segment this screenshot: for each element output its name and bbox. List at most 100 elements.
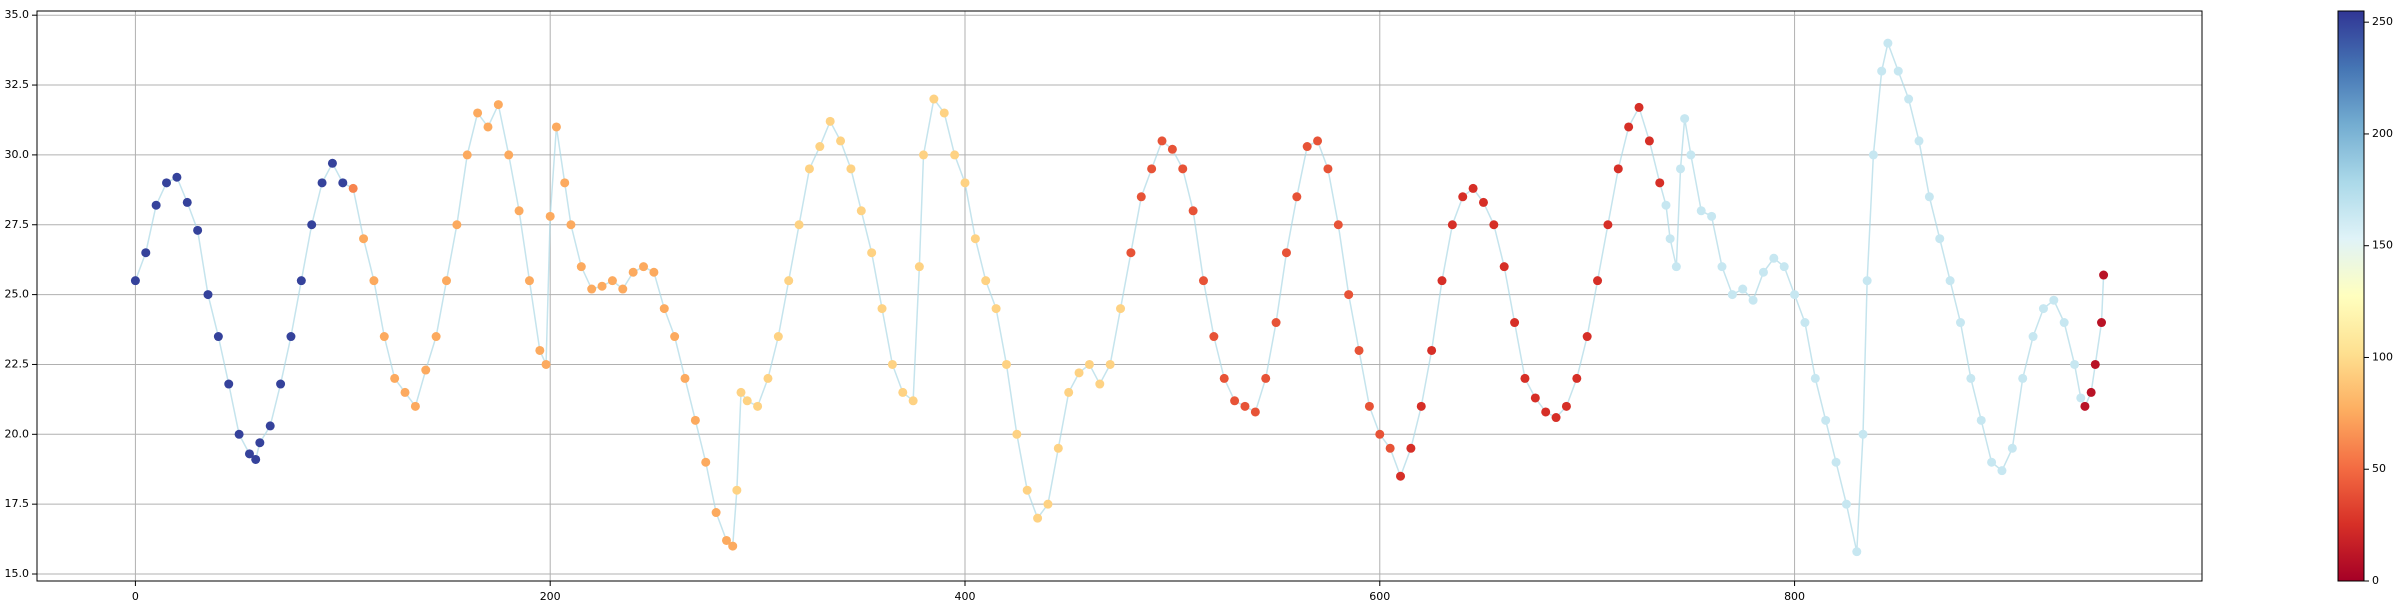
point bbox=[234, 429, 244, 439]
point bbox=[1955, 318, 1965, 328]
point bbox=[1053, 443, 1063, 453]
point bbox=[1022, 485, 1032, 495]
point bbox=[587, 284, 597, 294]
point bbox=[1790, 290, 1800, 300]
point bbox=[348, 183, 358, 193]
point bbox=[1852, 547, 1862, 557]
point bbox=[251, 454, 261, 464]
point bbox=[1406, 443, 1416, 453]
point bbox=[1396, 471, 1406, 481]
point bbox=[2086, 387, 2096, 397]
point bbox=[2018, 373, 2028, 383]
point bbox=[172, 172, 182, 182]
point bbox=[597, 281, 607, 291]
point bbox=[1344, 290, 1354, 300]
point bbox=[1769, 253, 1779, 263]
point bbox=[265, 421, 275, 431]
point bbox=[1945, 276, 1955, 286]
point bbox=[981, 276, 991, 286]
y-tick-label: 32.5 bbox=[5, 78, 30, 91]
point bbox=[410, 401, 420, 411]
point bbox=[970, 234, 980, 244]
point bbox=[753, 401, 763, 411]
point bbox=[535, 345, 545, 355]
point bbox=[1841, 499, 1851, 509]
point bbox=[732, 485, 742, 495]
point bbox=[1354, 345, 1364, 355]
point bbox=[1033, 513, 1043, 523]
point bbox=[541, 359, 551, 369]
y-tick-label: 25.0 bbox=[5, 288, 30, 301]
point bbox=[1375, 429, 1385, 439]
point bbox=[431, 332, 441, 342]
point bbox=[680, 373, 690, 383]
point bbox=[1966, 373, 1976, 383]
point bbox=[1385, 443, 1395, 453]
point bbox=[421, 365, 431, 375]
point bbox=[639, 262, 649, 272]
point bbox=[1779, 262, 1789, 272]
point bbox=[1758, 267, 1768, 277]
point bbox=[690, 415, 700, 425]
y-tick-label: 15.0 bbox=[5, 567, 30, 580]
point bbox=[1707, 211, 1717, 221]
point bbox=[2028, 332, 2038, 342]
point bbox=[836, 136, 846, 146]
point bbox=[1593, 276, 1603, 286]
point bbox=[307, 220, 317, 230]
point bbox=[1478, 197, 1488, 207]
point bbox=[1364, 401, 1374, 411]
point bbox=[649, 267, 659, 277]
point bbox=[1987, 457, 1997, 467]
point bbox=[618, 284, 628, 294]
point bbox=[1178, 164, 1188, 174]
point bbox=[1665, 234, 1675, 244]
point bbox=[1095, 379, 1105, 389]
point bbox=[670, 332, 680, 342]
point bbox=[369, 276, 379, 286]
point bbox=[1281, 248, 1291, 258]
y-tick-label: 30.0 bbox=[5, 148, 30, 161]
point bbox=[1831, 457, 1841, 467]
point bbox=[960, 178, 970, 188]
point bbox=[701, 457, 711, 467]
point bbox=[877, 304, 887, 314]
point bbox=[1541, 407, 1551, 417]
colorbar-tick-label: 200 bbox=[2372, 127, 2393, 140]
point bbox=[1520, 373, 1530, 383]
point bbox=[1427, 345, 1437, 355]
point bbox=[1914, 136, 1924, 146]
point bbox=[1561, 401, 1571, 411]
point bbox=[379, 332, 389, 342]
point bbox=[2090, 359, 2100, 369]
point bbox=[2099, 270, 2109, 280]
point bbox=[483, 122, 493, 132]
point bbox=[551, 122, 561, 132]
point bbox=[1323, 164, 1333, 174]
point bbox=[856, 206, 866, 216]
point bbox=[607, 276, 617, 286]
plot-frame bbox=[36, 10, 2203, 582]
point bbox=[1634, 102, 1644, 112]
point bbox=[1209, 332, 1219, 342]
point bbox=[742, 396, 752, 406]
point bbox=[193, 225, 203, 235]
point bbox=[1530, 393, 1540, 403]
point bbox=[130, 276, 140, 286]
point bbox=[452, 220, 462, 230]
point bbox=[1644, 136, 1654, 146]
x-tick-label: 400 bbox=[954, 590, 975, 603]
colorbar-tick-label: 150 bbox=[2372, 239, 2393, 252]
point bbox=[1582, 332, 1592, 342]
point bbox=[338, 178, 348, 188]
point bbox=[1868, 150, 1878, 160]
point bbox=[162, 178, 172, 188]
colorbar-tick-label: 250 bbox=[2372, 15, 2393, 28]
point bbox=[524, 276, 534, 286]
point bbox=[1292, 192, 1302, 202]
point bbox=[794, 220, 804, 230]
point bbox=[400, 387, 410, 397]
point bbox=[2076, 393, 2086, 403]
point bbox=[545, 211, 555, 221]
point bbox=[1240, 401, 1250, 411]
